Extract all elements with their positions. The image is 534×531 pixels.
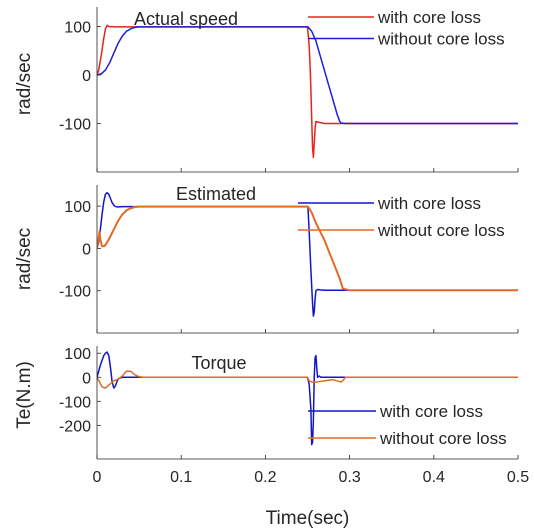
y-tick-label: 0 [82,241,91,258]
y-tick-label: -100 [59,116,91,133]
legend: with core loss without core loss [308,8,505,49]
y-axis-label: rad/sec [14,53,35,115]
x-tick-label: 0.3 [338,469,360,486]
legend-label: with core loss [377,194,481,213]
panel-1: 100 0 -100 Actual speed rad/sec with core los… [14,7,519,173]
x-tick-label: 0.2 [254,469,276,486]
series-line-2 [97,205,518,292]
y-tick-label: 0 [82,370,91,387]
y-tick-label: 100 [64,346,91,363]
legend: with core loss without core loss [298,194,505,240]
legend-label: without core loss [377,30,505,49]
x-tick-label: 0.4 [423,469,445,486]
panel-title: Estimated [176,184,256,204]
y-tick-label: 100 [64,19,91,36]
y-tick-label: 100 [64,199,91,216]
legend-label: without core loss [377,221,505,240]
y-tick-label: 0 [82,68,91,85]
panel-3: 100 0 -100 -200 0 0.1 0.2 0.3 0.4 0.5 Torque Te(N.m… [14,346,529,529]
legend-label: with core loss [379,402,483,421]
x-tick-label: 0 [93,469,102,486]
y-tick-label: -100 [59,394,91,411]
panel-title: Actual speed [134,9,238,29]
x-axis-label: Time(sec) [266,508,350,529]
y-tick-label: -200 [59,418,91,435]
y-axis-label: rad/sec [14,228,35,290]
legend: with core loss without core loss [308,402,507,448]
y-tick-label: -100 [59,284,91,301]
panel-title: Torque [191,353,246,373]
series-line-2 [97,26,518,125]
series-line-2 [97,370,518,389]
y-axis-label: Te(N.m) [14,361,35,429]
x-tick-label: 0.5 [507,469,529,486]
x-tick-label: 0.1 [170,469,192,486]
legend-label: without core loss [379,429,507,448]
legend-label: with core loss [377,8,481,27]
